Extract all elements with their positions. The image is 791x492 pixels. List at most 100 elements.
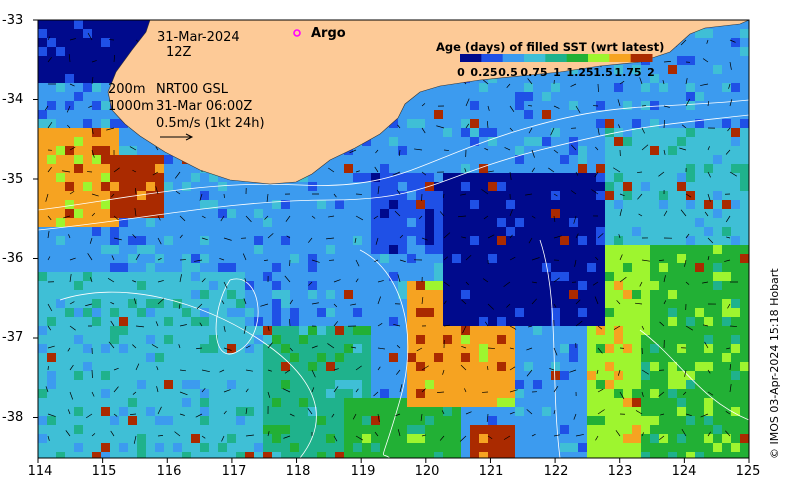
sst-age-cell [65, 398, 75, 408]
sst-age-cell [128, 20, 138, 30]
sst-age-cell [101, 299, 111, 309]
sst-age-cell [569, 452, 579, 458]
sst-age-cell [731, 173, 741, 183]
sst-age-cell [515, 443, 525, 453]
current-vector [659, 435, 665, 441]
sst-age-cell [353, 236, 363, 246]
sst-age-cell [191, 191, 201, 201]
current-vector [69, 146, 76, 151]
sst-age-cell [74, 398, 84, 408]
sst-age-cell [254, 425, 264, 435]
sst-age-cell [704, 227, 714, 237]
sst-age-cell [452, 272, 462, 282]
sst-age-cell [677, 209, 687, 219]
sst-age-cell [101, 65, 111, 75]
sst-age-cell [461, 137, 471, 147]
sst-age-cell [344, 227, 354, 237]
sst-age-cell [704, 344, 714, 354]
current-vector [47, 325, 52, 331]
sst-age-cell [92, 443, 102, 453]
sst-age-cell [65, 209, 75, 219]
current-vector [397, 124, 401, 129]
sst-age-cell [461, 380, 471, 390]
sst-age-cell [191, 371, 201, 381]
sst-age-cell [254, 191, 264, 201]
sst-age-cell [299, 380, 309, 390]
sst-age-cell [704, 119, 714, 129]
sst-age-cell [488, 335, 498, 345]
sst-age-cell [704, 281, 714, 291]
sst-age-cell [488, 119, 498, 129]
sst-age-cell [128, 209, 138, 219]
sst-age-cell [335, 236, 345, 246]
sst-age-cell [173, 434, 183, 444]
sst-age-cell [479, 209, 489, 219]
sst-age-cell [623, 182, 633, 192]
sst-age-cell [245, 326, 255, 336]
sst-age-cell [317, 164, 327, 174]
sst-age-cell [128, 236, 138, 246]
sst-age-cell [470, 119, 480, 129]
sst-age-cell [632, 434, 642, 444]
sst-age-cell [623, 65, 633, 75]
sst-age-cell [434, 137, 444, 147]
sst-age-cell [65, 416, 75, 426]
sst-age-cell [344, 245, 354, 255]
sst-age-cell [731, 299, 741, 309]
sst-age-cell [209, 290, 219, 300]
sst-age-cell [101, 83, 111, 93]
sst-age-cell [362, 218, 372, 228]
sst-age-cell [290, 443, 300, 453]
sst-age-cell [650, 281, 660, 291]
sst-age-cell [641, 65, 651, 75]
sst-age-cell [110, 371, 120, 381]
sst-age-cell [461, 281, 471, 291]
sst-age-cell [731, 218, 741, 228]
sst-age-cell [146, 344, 156, 354]
sst-age-cell [452, 281, 462, 291]
sst-age-cell [686, 47, 696, 57]
current-vector [69, 364, 74, 371]
sst-age-cell [686, 416, 696, 426]
sst-age-cell [200, 398, 210, 408]
sst-age-cell [101, 425, 111, 435]
sst-age-cell [74, 110, 84, 120]
sst-age-cell [470, 200, 480, 210]
sst-age-cell [650, 200, 660, 210]
sst-age-cell [668, 182, 678, 192]
sst-age-cell [551, 146, 561, 156]
sst-age-cell [119, 263, 129, 273]
sst-age-cell [236, 407, 246, 417]
sst-age-cell [398, 407, 408, 417]
sst-age-cell [722, 164, 732, 174]
sst-age-cell [488, 182, 498, 192]
sst-age-cell [695, 443, 705, 453]
sst-age-cell [407, 416, 417, 426]
sst-age-cell [92, 101, 102, 111]
sst-age-cell [641, 416, 651, 426]
sst-age-cell [56, 335, 66, 345]
sst-age-cell [686, 119, 696, 129]
sst-age-cell [101, 407, 111, 417]
current-vector [201, 278, 206, 283]
sst-age-cell [470, 371, 480, 381]
sst-age-cell [704, 209, 714, 219]
sst-age-cell [371, 335, 381, 345]
sst-age-cell [650, 353, 660, 363]
sst-age-cell [668, 101, 678, 111]
current-vector [132, 280, 137, 283]
sst-age-cell [641, 389, 651, 399]
sst-age-cell [164, 164, 174, 174]
sst-age-cell [146, 173, 156, 183]
sst-age-cell [191, 290, 201, 300]
sst-age-cell [434, 218, 444, 228]
sst-age-cell [47, 434, 57, 444]
plot-frame [37, 19, 750, 459]
sst-age-cell [380, 425, 390, 435]
sst-age-cell [110, 353, 120, 363]
sst-age-cell [434, 344, 444, 354]
sst-age-cell [299, 353, 309, 363]
sst-age-cell [506, 110, 516, 120]
sst-age-cell [740, 164, 749, 174]
sst-age-cell [371, 137, 381, 147]
